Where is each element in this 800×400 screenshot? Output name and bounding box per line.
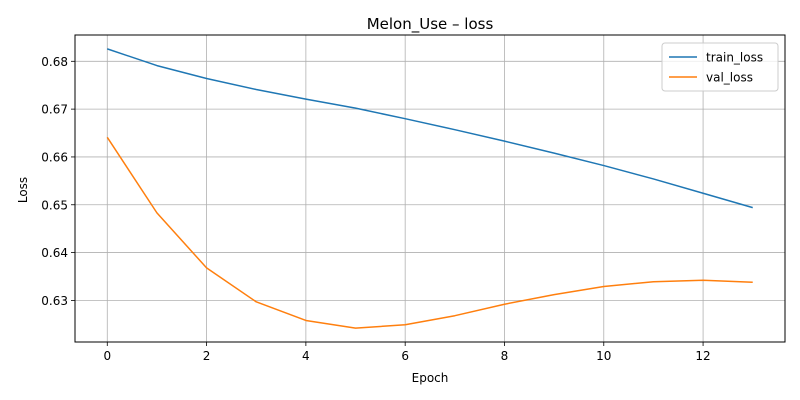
legend: train_loss val_loss: [661, 42, 779, 92]
legend-label-train-loss: train_loss: [706, 51, 763, 65]
y-tick-label: 0.63: [41, 294, 68, 308]
y-tick-label: 0.66: [41, 150, 68, 164]
y-tick-label: 0.64: [41, 246, 68, 260]
series-line-val-loss: [106, 136, 753, 329]
x-axis-label: Epoch: [412, 371, 449, 385]
y-tick-label: 0.65: [41, 198, 68, 212]
plot-frame: [74, 34, 786, 343]
x-tick-label: 0: [103, 349, 111, 363]
x-tick-label: 4: [302, 349, 310, 363]
x-tick-label: 2: [203, 349, 211, 363]
x-axis: 0 2 4 6 8 10 12: [103, 342, 711, 363]
y-axis-label: Loss: [16, 177, 30, 203]
y-tick-label: 0.68: [41, 55, 68, 69]
y-tick-label: 0.67: [41, 103, 68, 117]
y-axis: 0.63 0.64 0.65 0.66 0.67 0.68: [41, 55, 75, 308]
x-tick-label: 6: [401, 349, 409, 363]
x-tick-label: 10: [596, 349, 611, 363]
legend-box: [661, 42, 779, 92]
x-tick-label: 8: [501, 349, 509, 363]
series-line-train-loss: [107, 48, 753, 209]
chart-title: Melon_Use – loss: [367, 15, 494, 34]
legend-label-val-loss: val_loss: [706, 71, 753, 85]
series-group: [106, 48, 753, 329]
x-tick-label: 12: [695, 349, 710, 363]
